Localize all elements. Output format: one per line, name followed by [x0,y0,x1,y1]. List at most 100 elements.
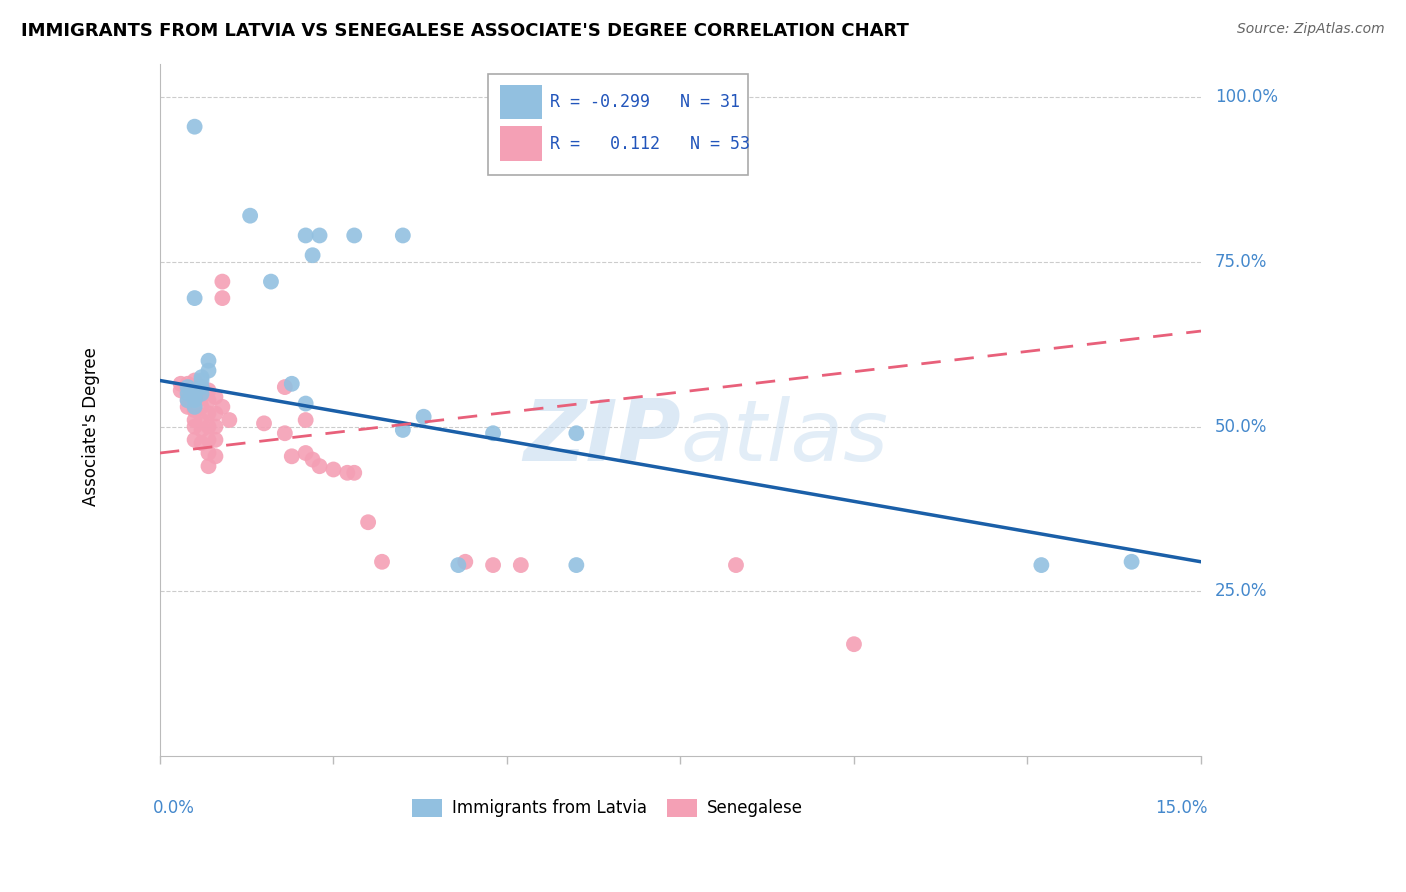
Point [183,400,205,414]
Point [308,228,330,243]
Point [176,376,198,391]
Point [197,353,219,368]
Point [482,558,505,572]
Point [190,386,212,401]
Point [183,393,205,408]
Point [170,376,193,391]
Point [197,459,219,474]
Point [281,376,304,391]
Point [454,555,477,569]
Text: 15.0%: 15.0% [1156,799,1208,817]
Text: IMMIGRANTS FROM LATVIA VS SENEGALESE ASSOCIATE'S DEGREE CORRELATION CHART: IMMIGRANTS FROM LATVIA VS SENEGALESE ASS… [21,22,908,40]
Point [211,291,233,305]
Point [183,403,205,417]
Text: Source: ZipAtlas.com: Source: ZipAtlas.com [1237,22,1385,37]
Point [183,433,205,447]
Point [294,396,316,410]
Point [274,380,297,394]
Point [253,417,276,431]
Point [190,380,212,394]
Point [260,275,283,289]
Point [190,423,212,437]
Text: 25.0%: 25.0% [1215,582,1267,600]
Point [447,558,470,572]
Point [392,423,415,437]
Point [176,384,198,398]
Point [204,450,226,464]
Point [281,450,304,464]
Legend: Immigrants from Latvia, Senegalese: Immigrants from Latvia, Senegalese [405,792,810,824]
Point [190,370,212,384]
Text: ZIP: ZIP [523,396,681,479]
Point [308,459,330,474]
Point [176,393,198,408]
Point [190,436,212,450]
Text: atlas: atlas [681,396,889,479]
Point [371,555,394,569]
Point [190,413,212,427]
Point [301,248,323,262]
Point [190,374,212,388]
Point [239,209,262,223]
Point [190,380,212,394]
Point [211,275,233,289]
Point [197,446,219,460]
Point [211,400,233,414]
Point [1121,555,1143,569]
Point [343,466,366,480]
Point [274,426,297,441]
Point [565,558,588,572]
Point [343,228,366,243]
Point [724,558,747,572]
Point [509,558,531,572]
Text: 75.0%: 75.0% [1215,252,1267,271]
Point [294,446,316,460]
Point [301,452,323,467]
Point [218,413,240,427]
Point [1031,558,1053,572]
Point [204,390,226,404]
Text: Associate's Degree: Associate's Degree [82,347,100,506]
Point [294,228,316,243]
Point [565,426,588,441]
Point [183,120,205,134]
Point [176,386,198,401]
Point [183,374,205,388]
Text: 100.0%: 100.0% [1215,88,1278,106]
Point [183,384,205,398]
FancyBboxPatch shape [501,127,541,161]
Point [183,413,205,427]
Point [482,426,505,441]
Point [170,384,193,398]
Point [176,380,198,394]
Point [183,419,205,434]
Text: 50.0%: 50.0% [1215,417,1267,435]
Text: R =   0.112   N = 53: R = 0.112 N = 53 [550,135,751,153]
Point [412,409,434,424]
Point [294,413,316,427]
Point [204,407,226,421]
Point [204,433,226,447]
Point [197,407,219,421]
Point [204,419,226,434]
Point [190,390,212,404]
Point [336,466,359,480]
Text: 0.0%: 0.0% [153,799,195,817]
Point [197,419,219,434]
Point [392,228,415,243]
Point [176,393,198,408]
Point [197,433,219,447]
FancyBboxPatch shape [488,74,748,175]
Point [197,363,219,377]
Point [183,393,205,408]
Point [842,637,865,651]
Point [183,390,205,404]
Point [322,462,344,476]
FancyBboxPatch shape [501,85,541,120]
Point [183,291,205,305]
Point [176,400,198,414]
Point [197,393,219,408]
Point [357,515,380,529]
Text: R = -0.299   N = 31: R = -0.299 N = 31 [550,93,741,112]
Point [190,400,212,414]
